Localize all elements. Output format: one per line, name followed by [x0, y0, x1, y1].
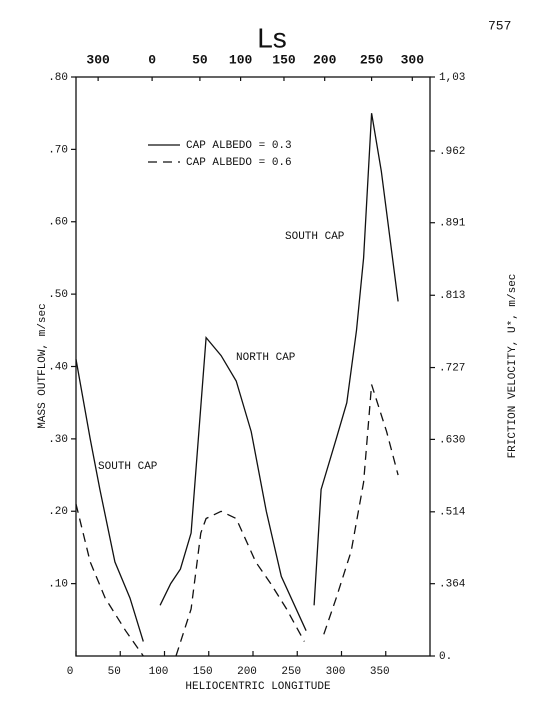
annotation: SOUTH CAP: [98, 461, 158, 473]
y2-tick-label: .364: [439, 579, 466, 591]
legend-label: CAP ALBEDO = 0.3: [186, 140, 292, 152]
y2-tick-label: .630: [439, 434, 465, 446]
x2-tick-label: 50: [192, 52, 208, 67]
y-tick-label: .40: [48, 361, 68, 373]
x-tick-label: 100: [149, 666, 169, 678]
x-tick-label: 250: [281, 666, 301, 678]
x-tick-label: 150: [193, 666, 213, 678]
data-line: [75, 113, 399, 642]
x2-tick-label: 300: [86, 52, 110, 67]
y-tick-label: .10: [48, 579, 68, 591]
y-tick-label: .80: [48, 72, 68, 84]
y-tick-label: .30: [48, 434, 68, 446]
y2-tick-label: .891: [439, 218, 466, 230]
y2-tick-label: .813: [439, 290, 465, 302]
x2-tick-label: 100: [229, 52, 253, 67]
data-line: [75, 384, 399, 657]
x2-tick-label: 150: [272, 52, 296, 67]
x-tick-label: 50: [108, 666, 121, 678]
x-tick-label: 200: [237, 666, 257, 678]
x-tick-label: 350: [370, 666, 390, 678]
y-tick-label: .60: [48, 217, 68, 229]
y2-axis-label: FRICTION VELOCITY, U*, m/sec: [507, 274, 519, 459]
y-tick-label: .20: [48, 506, 68, 518]
x2-tick-label: 200: [313, 52, 337, 67]
x2-tick-label: 300: [401, 52, 425, 67]
top-axis-title: Ls: [257, 22, 287, 53]
page-number: 757: [488, 18, 511, 33]
y2-tick-label: 1,03: [439, 72, 465, 84]
y-tick-label: .70: [48, 144, 68, 156]
legend-label: CAP ALBEDO = 0.6: [186, 157, 292, 169]
y2-tick-label: .514: [439, 507, 466, 519]
y2-tick-label: .962: [439, 146, 465, 158]
x-axis-label: HELIOCENTRIC LONGITUDE: [185, 681, 331, 693]
y-tick-label: .50: [48, 289, 68, 301]
annotation: NORTH CAP: [236, 352, 296, 364]
x2-tick-label: 250: [360, 52, 384, 67]
x-tick-label: 0: [67, 666, 74, 678]
annotation: SOUTH CAP: [285, 231, 345, 243]
x2-tick-label: 0: [148, 52, 156, 67]
y-axis-label: MASS OUTFLOW, m/sec: [37, 303, 49, 428]
x-tick-label: 300: [326, 666, 346, 678]
y2-tick-label: 0.: [439, 651, 452, 663]
y2-tick-label: .727: [439, 362, 465, 374]
